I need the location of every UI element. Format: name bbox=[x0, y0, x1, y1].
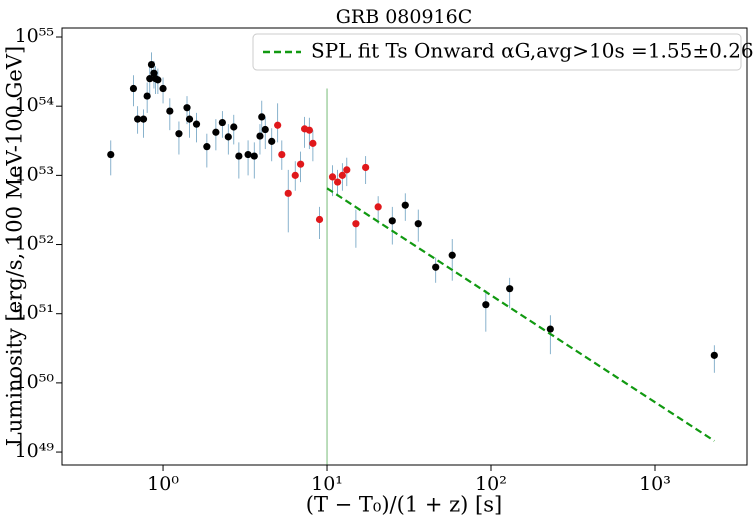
data-point bbox=[278, 150, 286, 159]
y-tick-label: 10⁵⁵ bbox=[15, 25, 54, 47]
data-point bbox=[506, 285, 514, 293]
x-tick-label: 10² bbox=[475, 473, 507, 495]
legend-box bbox=[252, 33, 742, 71]
data-point bbox=[150, 69, 158, 77]
data-point bbox=[338, 171, 346, 179]
data-point bbox=[256, 132, 264, 140]
data-point bbox=[107, 150, 115, 159]
data-point bbox=[333, 178, 342, 186]
data-point bbox=[546, 325, 554, 333]
data-point bbox=[352, 220, 360, 228]
data-point bbox=[343, 166, 351, 174]
y-tick-label: 10⁵¹ bbox=[15, 302, 54, 324]
data-point bbox=[154, 76, 162, 84]
data-point bbox=[139, 115, 148, 123]
data-point bbox=[258, 113, 266, 121]
chart-title: GRB 080916C bbox=[336, 6, 473, 28]
data-point bbox=[388, 217, 396, 225]
data-point bbox=[134, 115, 142, 123]
x-tick-label: 10⁰ bbox=[147, 473, 179, 495]
data-point bbox=[261, 125, 269, 134]
data-point bbox=[166, 107, 174, 115]
data-point bbox=[710, 351, 718, 359]
data-point bbox=[362, 163, 370, 172]
data-point bbox=[146, 75, 154, 83]
data-point bbox=[296, 160, 305, 168]
fit-line bbox=[326, 187, 715, 442]
data-point bbox=[185, 115, 194, 123]
data-point bbox=[175, 130, 183, 138]
data-point bbox=[212, 128, 220, 136]
data-point bbox=[183, 104, 191, 112]
data-point bbox=[482, 301, 490, 309]
data-point bbox=[159, 84, 167, 93]
data-point bbox=[224, 133, 232, 141]
data-point bbox=[203, 143, 211, 151]
y-tick-label: 10⁵³ bbox=[15, 163, 54, 185]
y-tick-label: 10⁵⁴ bbox=[15, 94, 55, 116]
data-point bbox=[143, 92, 151, 100]
data-point bbox=[315, 215, 324, 224]
x-axis-label: (T − T₀)/(1 + z) [s] bbox=[306, 493, 502, 517]
data-point bbox=[309, 139, 317, 147]
data-point bbox=[291, 171, 299, 179]
legend-label: SPL fit Ts Onward αG,avg>10s =1.55±0.26 bbox=[311, 39, 754, 63]
data-point bbox=[129, 84, 138, 93]
data-point bbox=[230, 123, 238, 131]
x-tick-label: 10¹ bbox=[311, 473, 343, 495]
data-point bbox=[414, 220, 422, 228]
plot-frame bbox=[61, 27, 748, 466]
data-point bbox=[235, 152, 243, 160]
data-point bbox=[284, 189, 292, 197]
data-point bbox=[401, 201, 409, 209]
y-axis-label: Luminosity [erg/s, 100 MeV-100 GeV] bbox=[3, 46, 27, 446]
data-point bbox=[250, 152, 258, 160]
data-point bbox=[218, 118, 226, 127]
data-point bbox=[374, 203, 382, 211]
data-point bbox=[448, 251, 456, 259]
data-point bbox=[244, 150, 252, 159]
data-point bbox=[268, 137, 276, 145]
y-tick-label: 10⁵² bbox=[15, 233, 54, 255]
data-point bbox=[305, 126, 313, 134]
data-point bbox=[328, 173, 337, 181]
y-tick-label: 10⁴⁹ bbox=[15, 440, 55, 462]
data-point bbox=[274, 121, 282, 129]
data-point bbox=[192, 120, 201, 128]
data-point bbox=[432, 263, 440, 271]
y-tick-label: 10⁵⁰ bbox=[15, 371, 55, 393]
x-tick-label: 10³ bbox=[639, 473, 671, 495]
data-point bbox=[147, 60, 156, 69]
